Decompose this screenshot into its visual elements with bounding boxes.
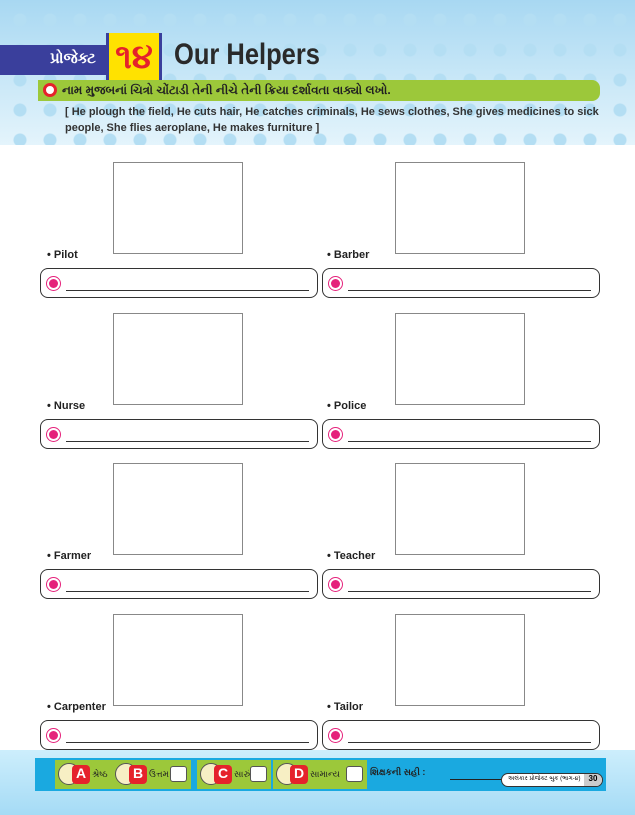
answer-field[interactable]	[322, 418, 600, 449]
grade-checkbox[interactable]	[250, 766, 267, 782]
helper-label: • Nurse	[47, 399, 86, 412]
grading-bar: A શ્રેષ્ઠ B ઉત્તમ C સારું D સામાન્ય શિક્…	[35, 758, 606, 791]
writing-line	[66, 741, 309, 743]
writing-line	[66, 440, 309, 442]
page-title: Our Helpers	[174, 38, 320, 71]
writing-line	[66, 591, 309, 592]
bullet-icon	[49, 730, 58, 740]
writing-line	[348, 440, 591, 442]
writing-line	[348, 290, 591, 291]
helper-label: • Barber	[327, 249, 370, 261]
answer-field[interactable]	[40, 418, 318, 449]
page-number: 30	[584, 774, 602, 786]
bullet-icon	[43, 83, 57, 97]
picture-box[interactable]	[395, 613, 525, 706]
picture-box[interactable]	[395, 162, 525, 254]
writing-line	[66, 290, 309, 291]
bullet-icon	[49, 429, 58, 439]
grade-letter: D	[290, 765, 308, 784]
writing-line	[348, 741, 591, 743]
answer-field[interactable]	[40, 268, 318, 298]
grade-letter: C	[214, 765, 232, 784]
picture-box[interactable]	[113, 463, 243, 555]
grade-checkbox[interactable]	[170, 766, 187, 782]
instruction-bar: નામ મુજબનાં ચિત્રો ચોંટાડી તેની નીચે તેન…	[38, 80, 600, 101]
grade-label: શ્રેષ્ઠ	[92, 769, 108, 779]
bullet-icon	[331, 279, 340, 288]
picture-box[interactable]	[395, 463, 525, 555]
helper-label: • Farmer	[47, 550, 92, 562]
bullet-icon	[49, 580, 58, 589]
helper-label: • Carpenter	[47, 700, 106, 713]
bullet-icon	[49, 279, 58, 288]
hint-text: [ He plough the field, He cuts hair, He …	[65, 106, 599, 134]
picture-box[interactable]	[113, 162, 243, 254]
worksheet-area	[0, 145, 635, 755]
writing-line	[348, 591, 591, 592]
grade-c: C સારું	[197, 760, 272, 789]
picture-box[interactable]	[395, 312, 525, 405]
picture-box[interactable]	[113, 312, 243, 405]
instruction-text: નામ મુજબનાં ચિત્રો ચોંટાડી તેની નીચે તેન…	[62, 83, 391, 97]
grade-d: D સામાન્ય	[273, 760, 368, 789]
answer-field[interactable]	[40, 569, 318, 599]
bullet-icon	[331, 429, 340, 439]
bullet-icon	[331, 580, 340, 589]
grade-b: B ઉત્તમ	[112, 760, 192, 789]
grade-letter: B	[129, 765, 147, 784]
grade-label: સારું	[234, 769, 251, 779]
project-number: ૧૪	[106, 33, 162, 83]
grade-label: સામાન્ય	[310, 769, 340, 779]
answer-field[interactable]	[322, 569, 600, 599]
helper-label: • Police	[327, 399, 367, 412]
picture-box[interactable]	[113, 613, 243, 706]
helper-label: • Tailor	[327, 700, 364, 713]
book-title-badge: અલંકાર પ્રોજેક્ટ બુક (ભાગ-૪) 30	[501, 773, 603, 787]
signature-line[interactable]	[450, 779, 514, 780]
grade-label: ઉત્તમ	[149, 769, 170, 779]
book-title: અલંકાર પ્રોજેક્ટ બુક (ભાગ-૪)	[508, 776, 581, 782]
grade-letter: A	[72, 765, 90, 784]
answer-field[interactable]	[322, 268, 600, 298]
header-background	[0, 0, 635, 150]
answer-field[interactable]	[40, 719, 318, 750]
helper-label: • Teacher	[327, 550, 376, 562]
bullet-icon	[331, 730, 340, 740]
answer-field[interactable]	[322, 719, 600, 750]
helper-label: • Pilot	[47, 249, 78, 261]
project-label: પ્રોજેક્ટ	[0, 45, 108, 75]
grade-checkbox[interactable]	[346, 766, 363, 782]
teacher-signature-label: શિક્ષકની સહી :	[370, 767, 426, 777]
